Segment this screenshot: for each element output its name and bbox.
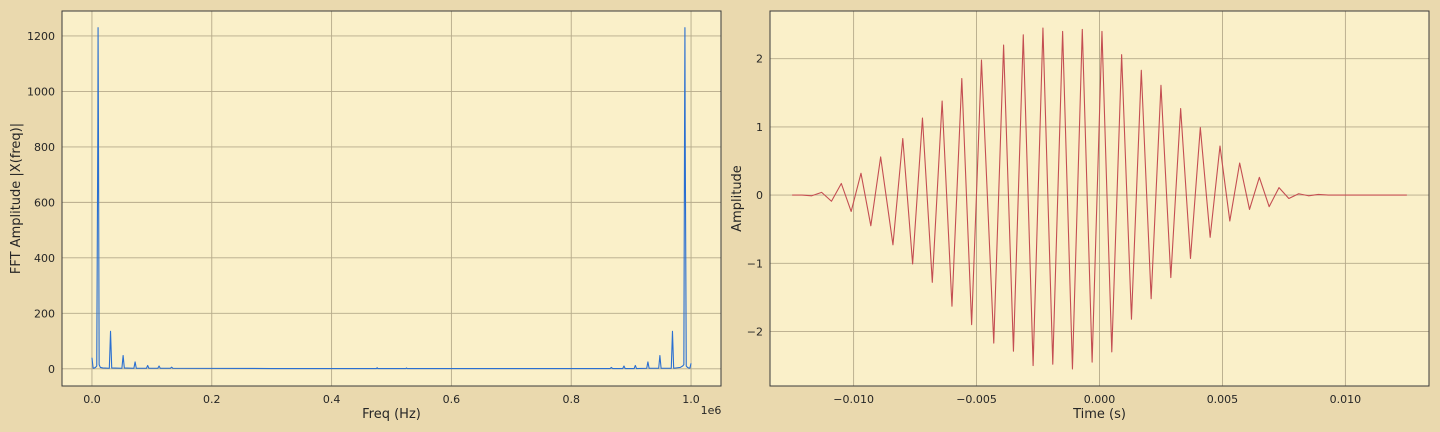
time-domain-chart: −0.010 −0.005 0.000 0.005 0.010 −2 −1 0 1 2 Time (…: [730, 10, 1430, 422]
x-tick-label: 0.005: [1207, 393, 1239, 406]
y-tick-label: 1000: [27, 85, 55, 98]
y-axis-label: Amplitude: [730, 165, 745, 232]
x-axis-label: Time (s): [1072, 407, 1126, 422]
x-offset-label: 1e6: [701, 404, 722, 417]
y-tick-label: −1: [747, 257, 763, 270]
x-axis-label: Freq (Hz): [362, 407, 421, 422]
fft-chart: 0.0 0.2 0.4 0.6 0.8 1.0 0 200 400 600 800 1000 1200 F…: [9, 10, 722, 422]
plot-frame: [61, 10, 722, 387]
x-tick-label: 0.0: [83, 393, 101, 406]
y-axis-label: FFT Amplitude |X(freq)|: [9, 123, 24, 274]
y-tick-label: 1: [756, 121, 763, 134]
y-tick-label: 600: [34, 196, 55, 209]
y-tick-label: 1200: [27, 30, 55, 43]
series-line: [91, 27, 692, 370]
y-tick-label: −2: [747, 325, 763, 338]
x-tick-label: −0.005: [956, 393, 997, 406]
y-tick-label: 800: [34, 141, 55, 154]
x-tick-label: 0.6: [443, 393, 461, 406]
y-tick-label: 200: [34, 307, 55, 320]
y-tick-label: 2: [756, 53, 763, 66]
x-tick-label: −0.010: [833, 393, 874, 406]
x-tick-label: 0.000: [1084, 393, 1116, 406]
plot-area: [62, 11, 721, 386]
y-tick-label: 0: [756, 189, 763, 202]
y-tick-label: 400: [34, 252, 55, 265]
x-tick-label: 1.0: [682, 393, 700, 406]
x-tick-label: 0.8: [562, 393, 580, 406]
y-tick-label: 0: [48, 363, 55, 376]
plot-frame: [769, 10, 1430, 387]
x-tick-label: 0.010: [1330, 393, 1362, 406]
x-tick-label: 0.4: [323, 393, 341, 406]
series-line: [792, 27, 1407, 370]
x-tick-label: 0.2: [203, 393, 221, 406]
